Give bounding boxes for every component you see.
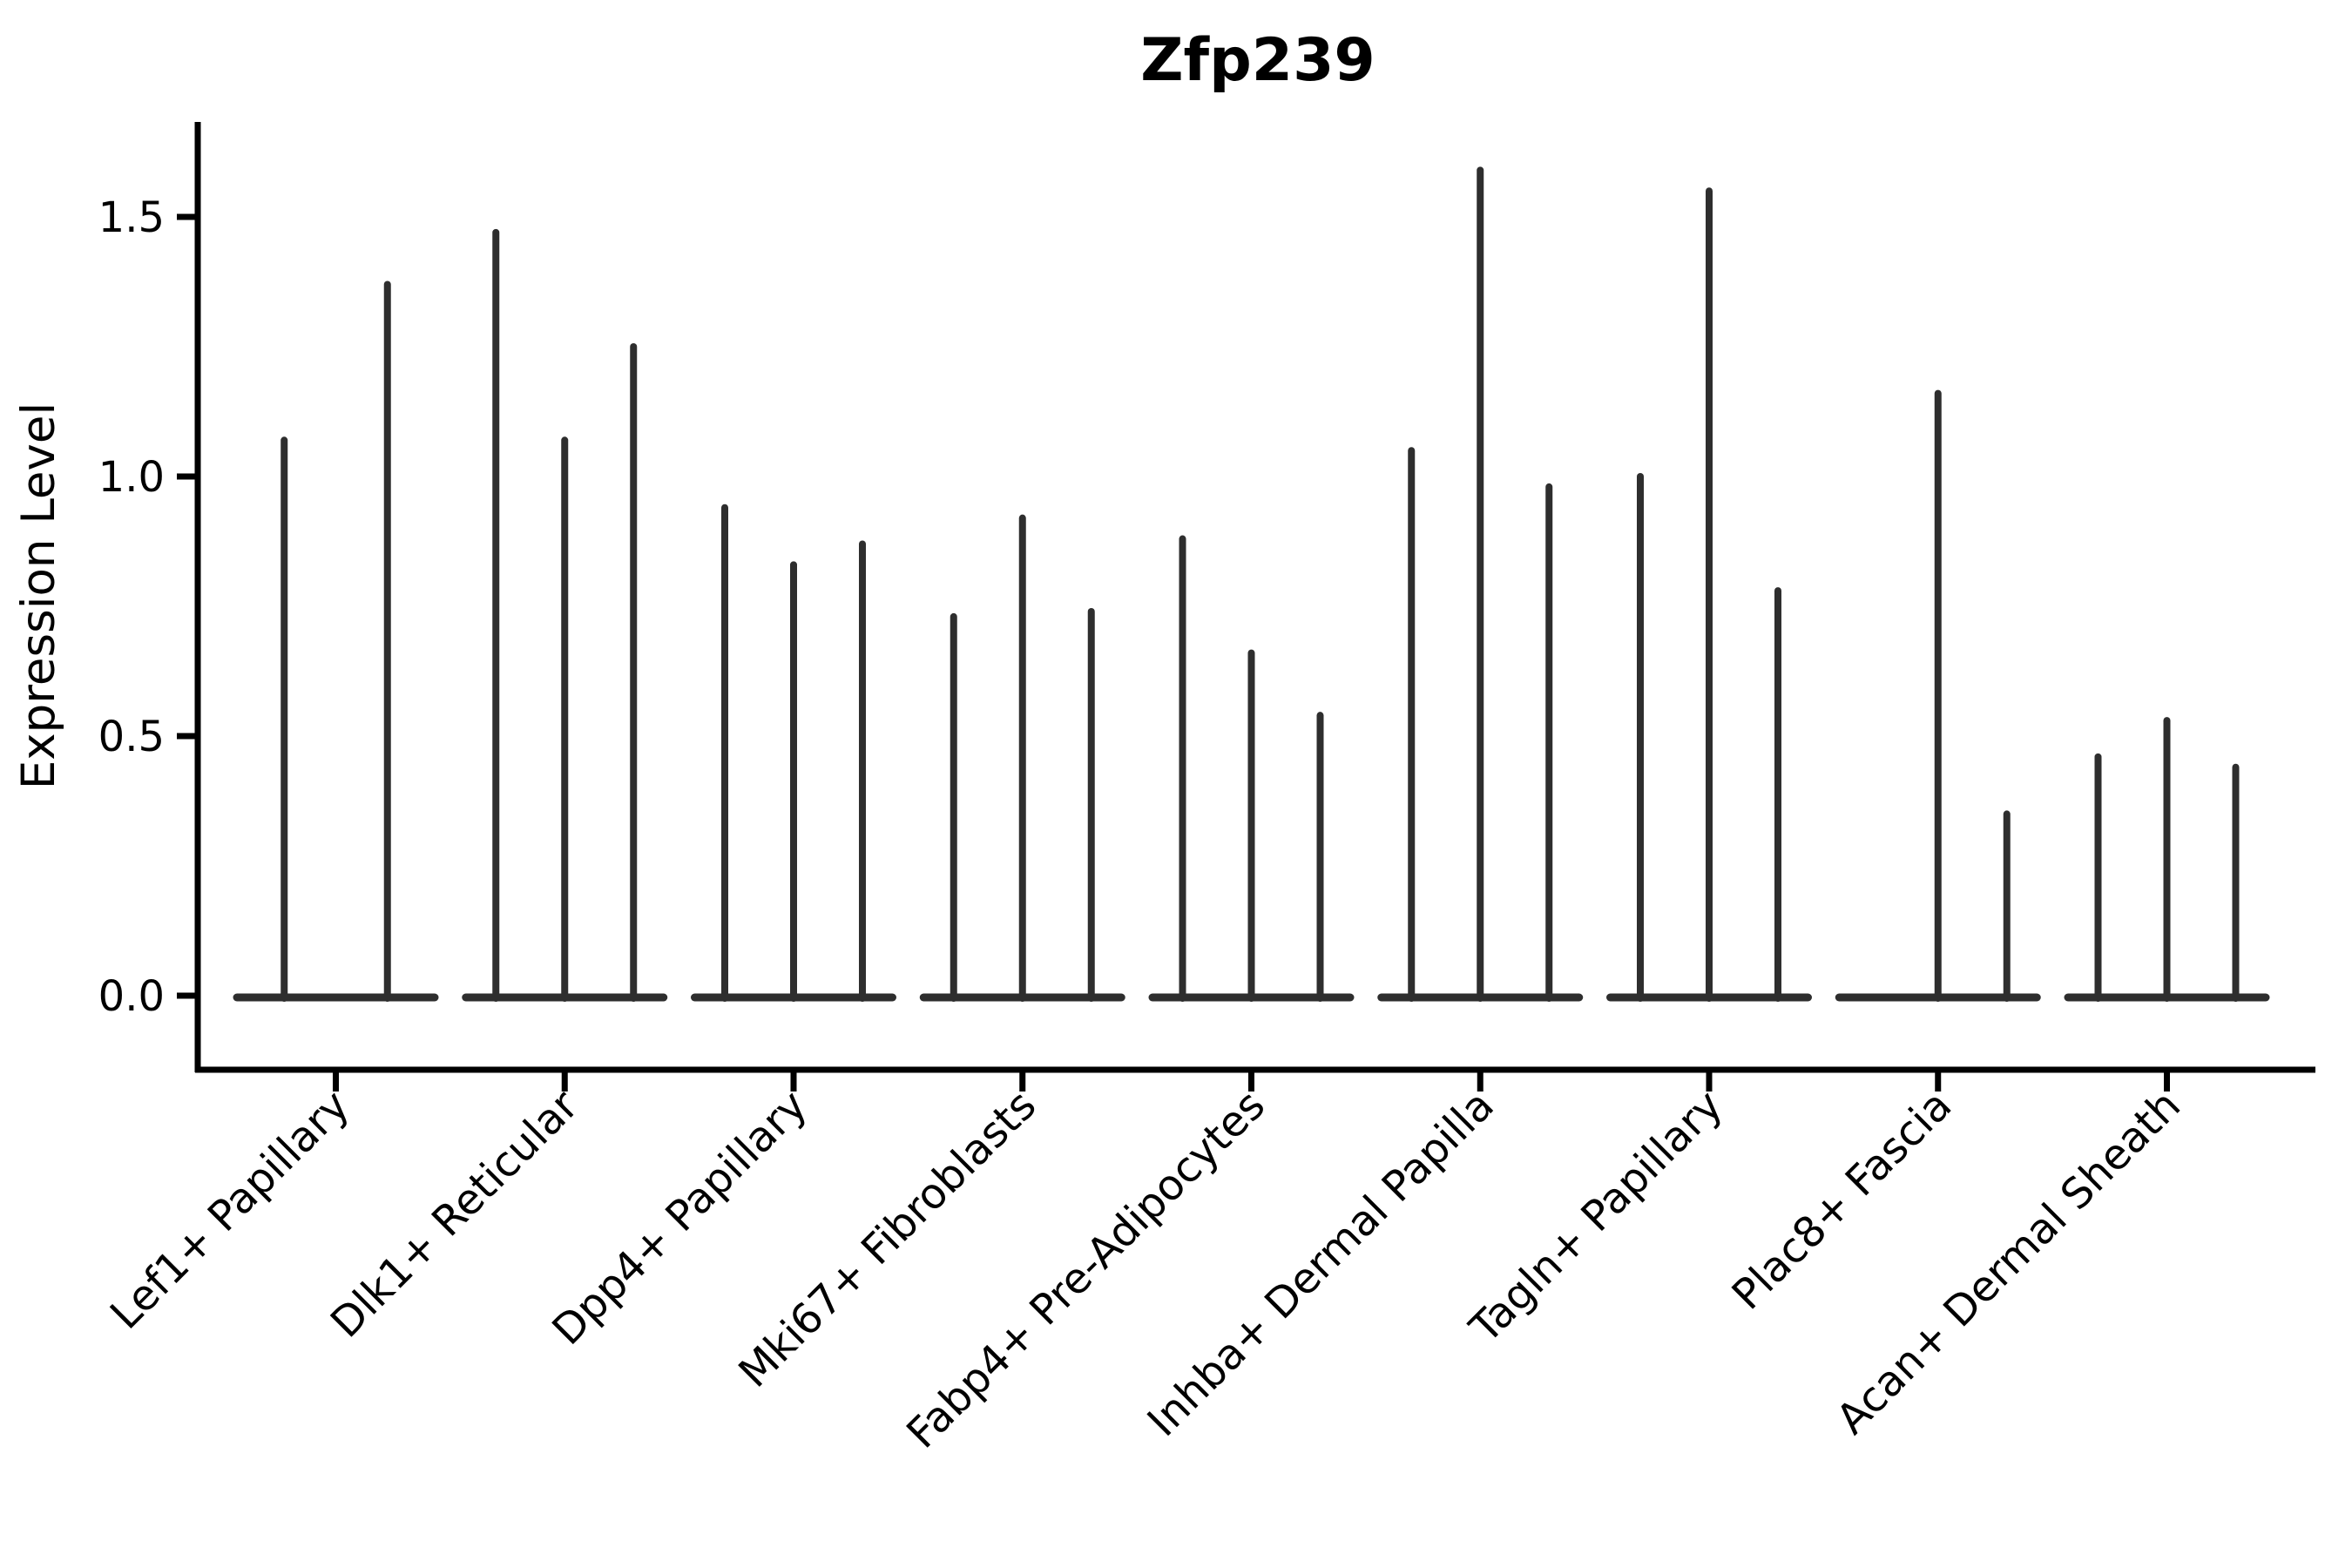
x-tick-label: Dpp4+ Papillary	[543, 1081, 816, 1355]
violins-layer	[233, 166, 2270, 1002]
y-tick-label: 1.5	[98, 193, 165, 242]
y-tick-label: 1.0	[98, 453, 165, 502]
x-tick-label: Lef1+ Papillary	[101, 1081, 359, 1339]
y-axis-label: Expression Level	[12, 402, 65, 789]
y-tick-label: 0.5	[98, 713, 165, 761]
x-tick-label: Plac8+ Fascia	[1723, 1081, 1962, 1320]
chart-title: Zfp239	[1140, 26, 1375, 95]
y-tick-label: 0.0	[98, 972, 165, 1021]
x-tick-label: Dlk1+ Reticular	[321, 1081, 588, 1348]
x-tick-label: Tagln+ Papillary	[1460, 1081, 1732, 1353]
